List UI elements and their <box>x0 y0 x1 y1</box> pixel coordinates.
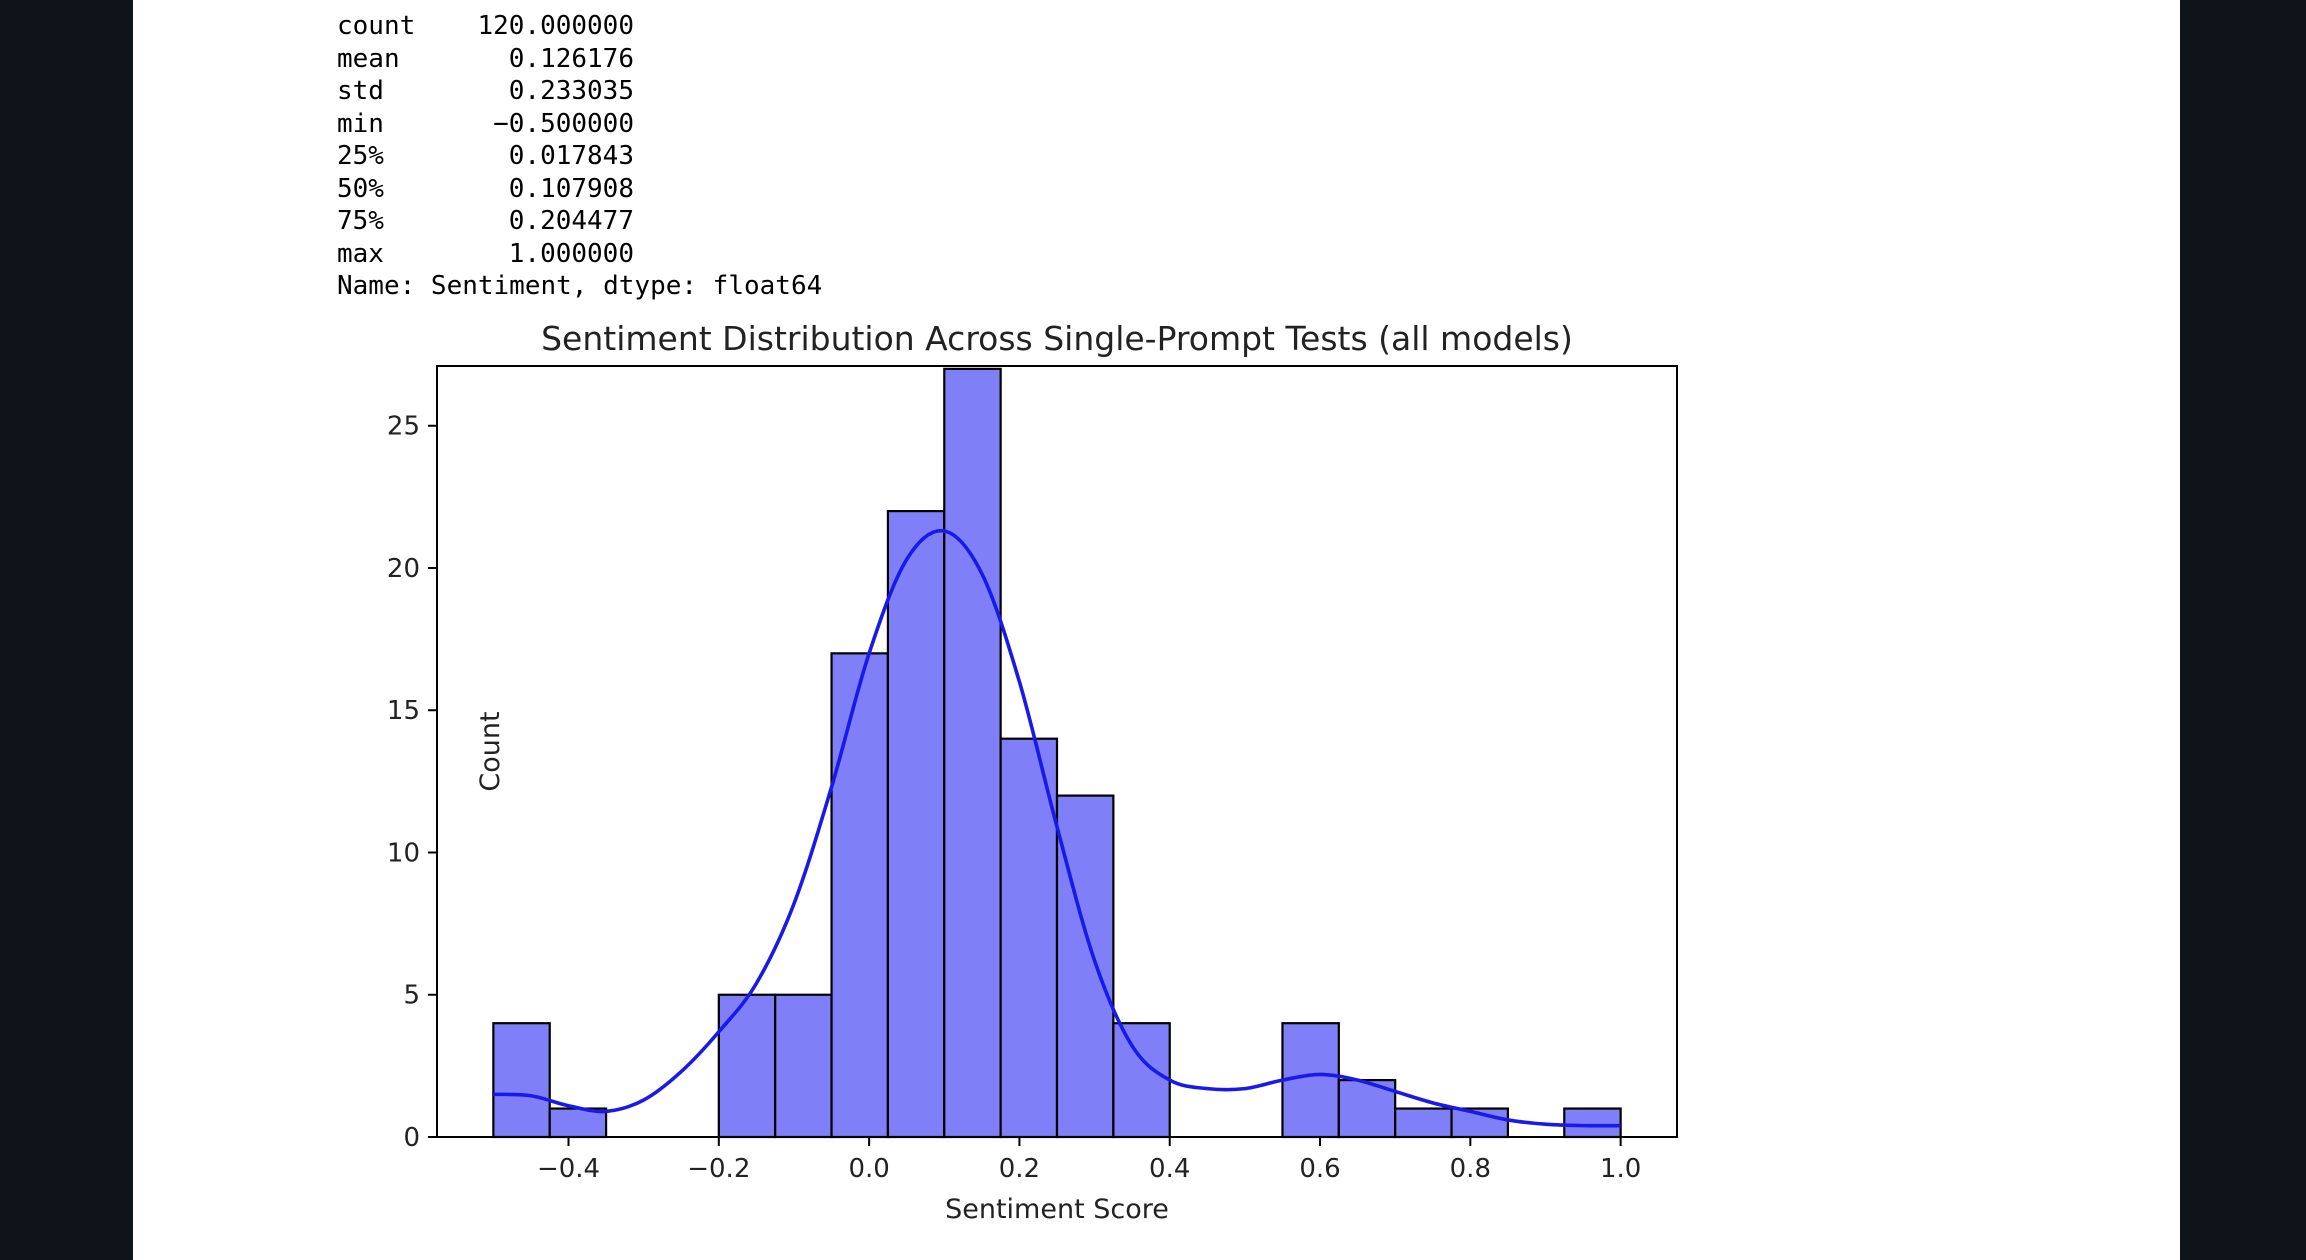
series-info: Name: Sentiment, dtype: float64 <box>337 271 823 301</box>
histogram-bar <box>1055 794 1115 1139</box>
x-tick-label: 1.0 <box>1600 1154 1641 1184</box>
histogram-bar <box>1394 1107 1453 1139</box>
stat-key: 75% <box>337 206 384 236</box>
y-tick-label: 20 <box>387 554 420 584</box>
histogram-bar <box>492 1022 551 1139</box>
stat-key: min <box>337 108 384 139</box>
y-tick-label: 10 <box>387 838 420 868</box>
histogram-bar <box>830 652 890 1139</box>
y-axis-label: Count <box>475 711 506 791</box>
x-tick-label: −0.4 <box>537 1154 600 1184</box>
x-tick-label: 0.6 <box>1299 1154 1340 1184</box>
histogram-bar <box>717 993 777 1139</box>
stat-row: mean 0.126176 <box>337 43 822 76</box>
y-tick-label: 15 <box>387 696 420 726</box>
stat-value: 0.126176 <box>508 43 634 74</box>
plot-frame <box>436 365 1678 1138</box>
stat-key: count <box>337 11 416 41</box>
histogram-bar <box>1563 1107 1622 1139</box>
histogram-bar <box>943 367 1002 1139</box>
stat-value: 120.000000 <box>477 11 634 41</box>
histogram-bar <box>774 993 833 1139</box>
x-tick-label: 0.8 <box>1450 1154 1491 1184</box>
stat-key: mean <box>337 43 400 74</box>
stat-value: 0.017843 <box>508 141 634 171</box>
describe-output: count 120.000000 mean 0.126176 std 0.233035 mi… <box>337 10 822 303</box>
stat-row: 50% 0.107908 <box>337 173 822 206</box>
y-tick-label: 25 <box>387 412 420 442</box>
stat-row: std 0.233035 <box>337 75 822 108</box>
histogram-bar <box>1112 1022 1171 1139</box>
x-tick-label: −0.2 <box>687 1154 750 1184</box>
stat-key: 25% <box>337 141 384 171</box>
x-tick-label: 0.0 <box>848 1154 889 1184</box>
stat-row: max 1.000000 <box>337 238 822 271</box>
stat-value: −0.500000 <box>493 108 634 139</box>
x-tick-label: 0.4 <box>1149 1154 1190 1184</box>
y-tick-label: 5 <box>403 981 420 1011</box>
notebook-output-cell: count 120.000000 mean 0.126176 std 0.233035 mi… <box>133 0 2180 1260</box>
stat-row: count 120.000000 <box>337 10 822 43</box>
chart-title: Sentiment Distribution Across Single-Pro… <box>541 319 1573 358</box>
stat-row: 25% 0.017843 <box>337 140 822 173</box>
stat-value: 1.000000 <box>508 238 634 269</box>
x-axis-label: Sentiment Score <box>945 1194 1169 1225</box>
stat-value: 0.204477 <box>508 206 634 236</box>
histogram-bar <box>1281 1022 1340 1139</box>
stat-row: 75% 0.204477 <box>337 205 822 238</box>
histogram-bar <box>999 737 1059 1139</box>
x-tick-label: 0.2 <box>999 1154 1040 1184</box>
kde-curve <box>493 528 1621 1128</box>
stat-key: std <box>337 76 384 106</box>
stat-key: 50% <box>337 173 384 204</box>
y-tick-label: 0 <box>403 1123 420 1153</box>
histogram-chart: −0.4 −0.2 0.0 0.2 0.4 0.6 0.8 1.0 0 5 10 15 20 25 Sent… <box>387 319 1678 1225</box>
stat-value: 0.233035 <box>508 76 634 106</box>
histogram-bar <box>886 509 946 1139</box>
stat-key: max <box>337 238 384 269</box>
stat-row: min −0.500000 <box>337 108 822 141</box>
stat-value: 0.107908 <box>508 173 634 204</box>
